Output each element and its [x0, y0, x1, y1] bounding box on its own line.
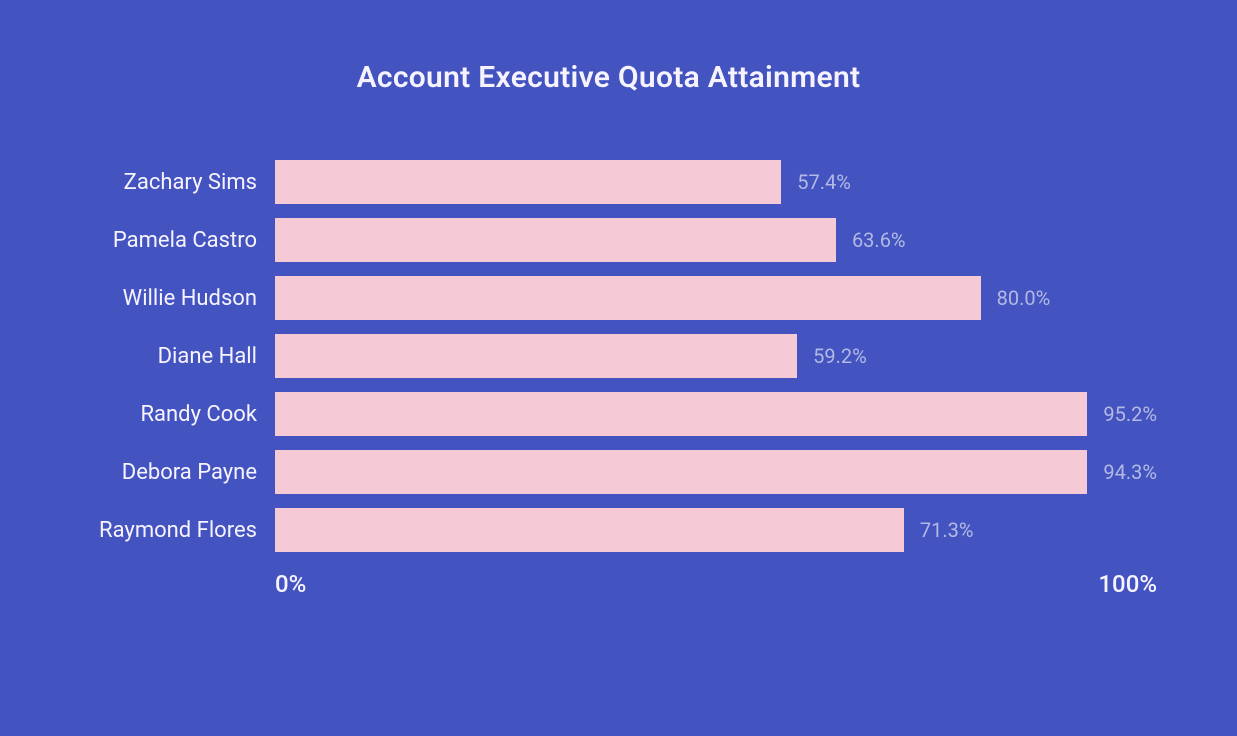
bar-fill	[275, 392, 1087, 436]
bar-value-label: 57.4%	[797, 170, 851, 194]
bar-track: 80.0%	[275, 276, 1157, 320]
chart-row: Pamela Castro 63.6%	[60, 218, 1157, 262]
row-name-label: Pamela Castro	[60, 228, 275, 253]
bar-track: 59.2%	[275, 334, 1157, 378]
bar-track: 94.3%	[275, 450, 1157, 494]
bar-value-label: 94.3%	[1103, 460, 1157, 484]
bar-value-label: 71.3%	[920, 518, 974, 542]
chart-title: Account Executive Quota Attainment	[60, 60, 1157, 95]
quota-chart-container: Account Executive Quota Attainment Zacha…	[0, 0, 1237, 736]
bar-fill	[275, 450, 1087, 494]
bar-fill	[275, 334, 797, 378]
axis-labels: 0% 100%	[275, 570, 1157, 598]
chart-row: Diane Hall 59.2%	[60, 334, 1157, 378]
row-name-label: Debora Payne	[60, 460, 275, 485]
row-name-label: Raymond Flores	[60, 518, 275, 543]
chart-row: Randy Cook 95.2%	[60, 392, 1157, 436]
bar-fill	[275, 508, 904, 552]
bar-track: 57.4%	[275, 160, 1157, 204]
chart-row: Raymond Flores 71.3%	[60, 508, 1157, 552]
chart-row: Zachary Sims 57.4%	[60, 160, 1157, 204]
row-name-label: Willie Hudson	[60, 286, 275, 311]
axis-spacer	[60, 570, 275, 598]
bar-track: 71.3%	[275, 508, 1157, 552]
bar-value-label: 59.2%	[813, 344, 867, 368]
bar-value-label: 95.2%	[1103, 402, 1157, 426]
chart-body: Zachary Sims 57.4% Pamela Castro 63.6% Willi…	[60, 160, 1157, 598]
bar-track: 63.6%	[275, 218, 1157, 262]
axis-min-label: 0%	[275, 570, 306, 598]
chart-rows: Zachary Sims 57.4% Pamela Castro 63.6% Willi…	[60, 160, 1157, 552]
bar-value-label: 80.0%	[997, 286, 1051, 310]
bar-track: 95.2%	[275, 392, 1157, 436]
bar-fill	[275, 160, 781, 204]
bar-fill	[275, 218, 836, 262]
x-axis: 0% 100%	[60, 570, 1157, 598]
axis-max-label: 100%	[1098, 570, 1157, 598]
row-name-label: Randy Cook	[60, 402, 275, 427]
chart-row: Willie Hudson 80.0%	[60, 276, 1157, 320]
bar-fill	[275, 276, 981, 320]
chart-row: Debora Payne 94.3%	[60, 450, 1157, 494]
bar-value-label: 63.6%	[852, 228, 906, 252]
row-name-label: Diane Hall	[60, 344, 275, 369]
row-name-label: Zachary Sims	[60, 170, 275, 195]
